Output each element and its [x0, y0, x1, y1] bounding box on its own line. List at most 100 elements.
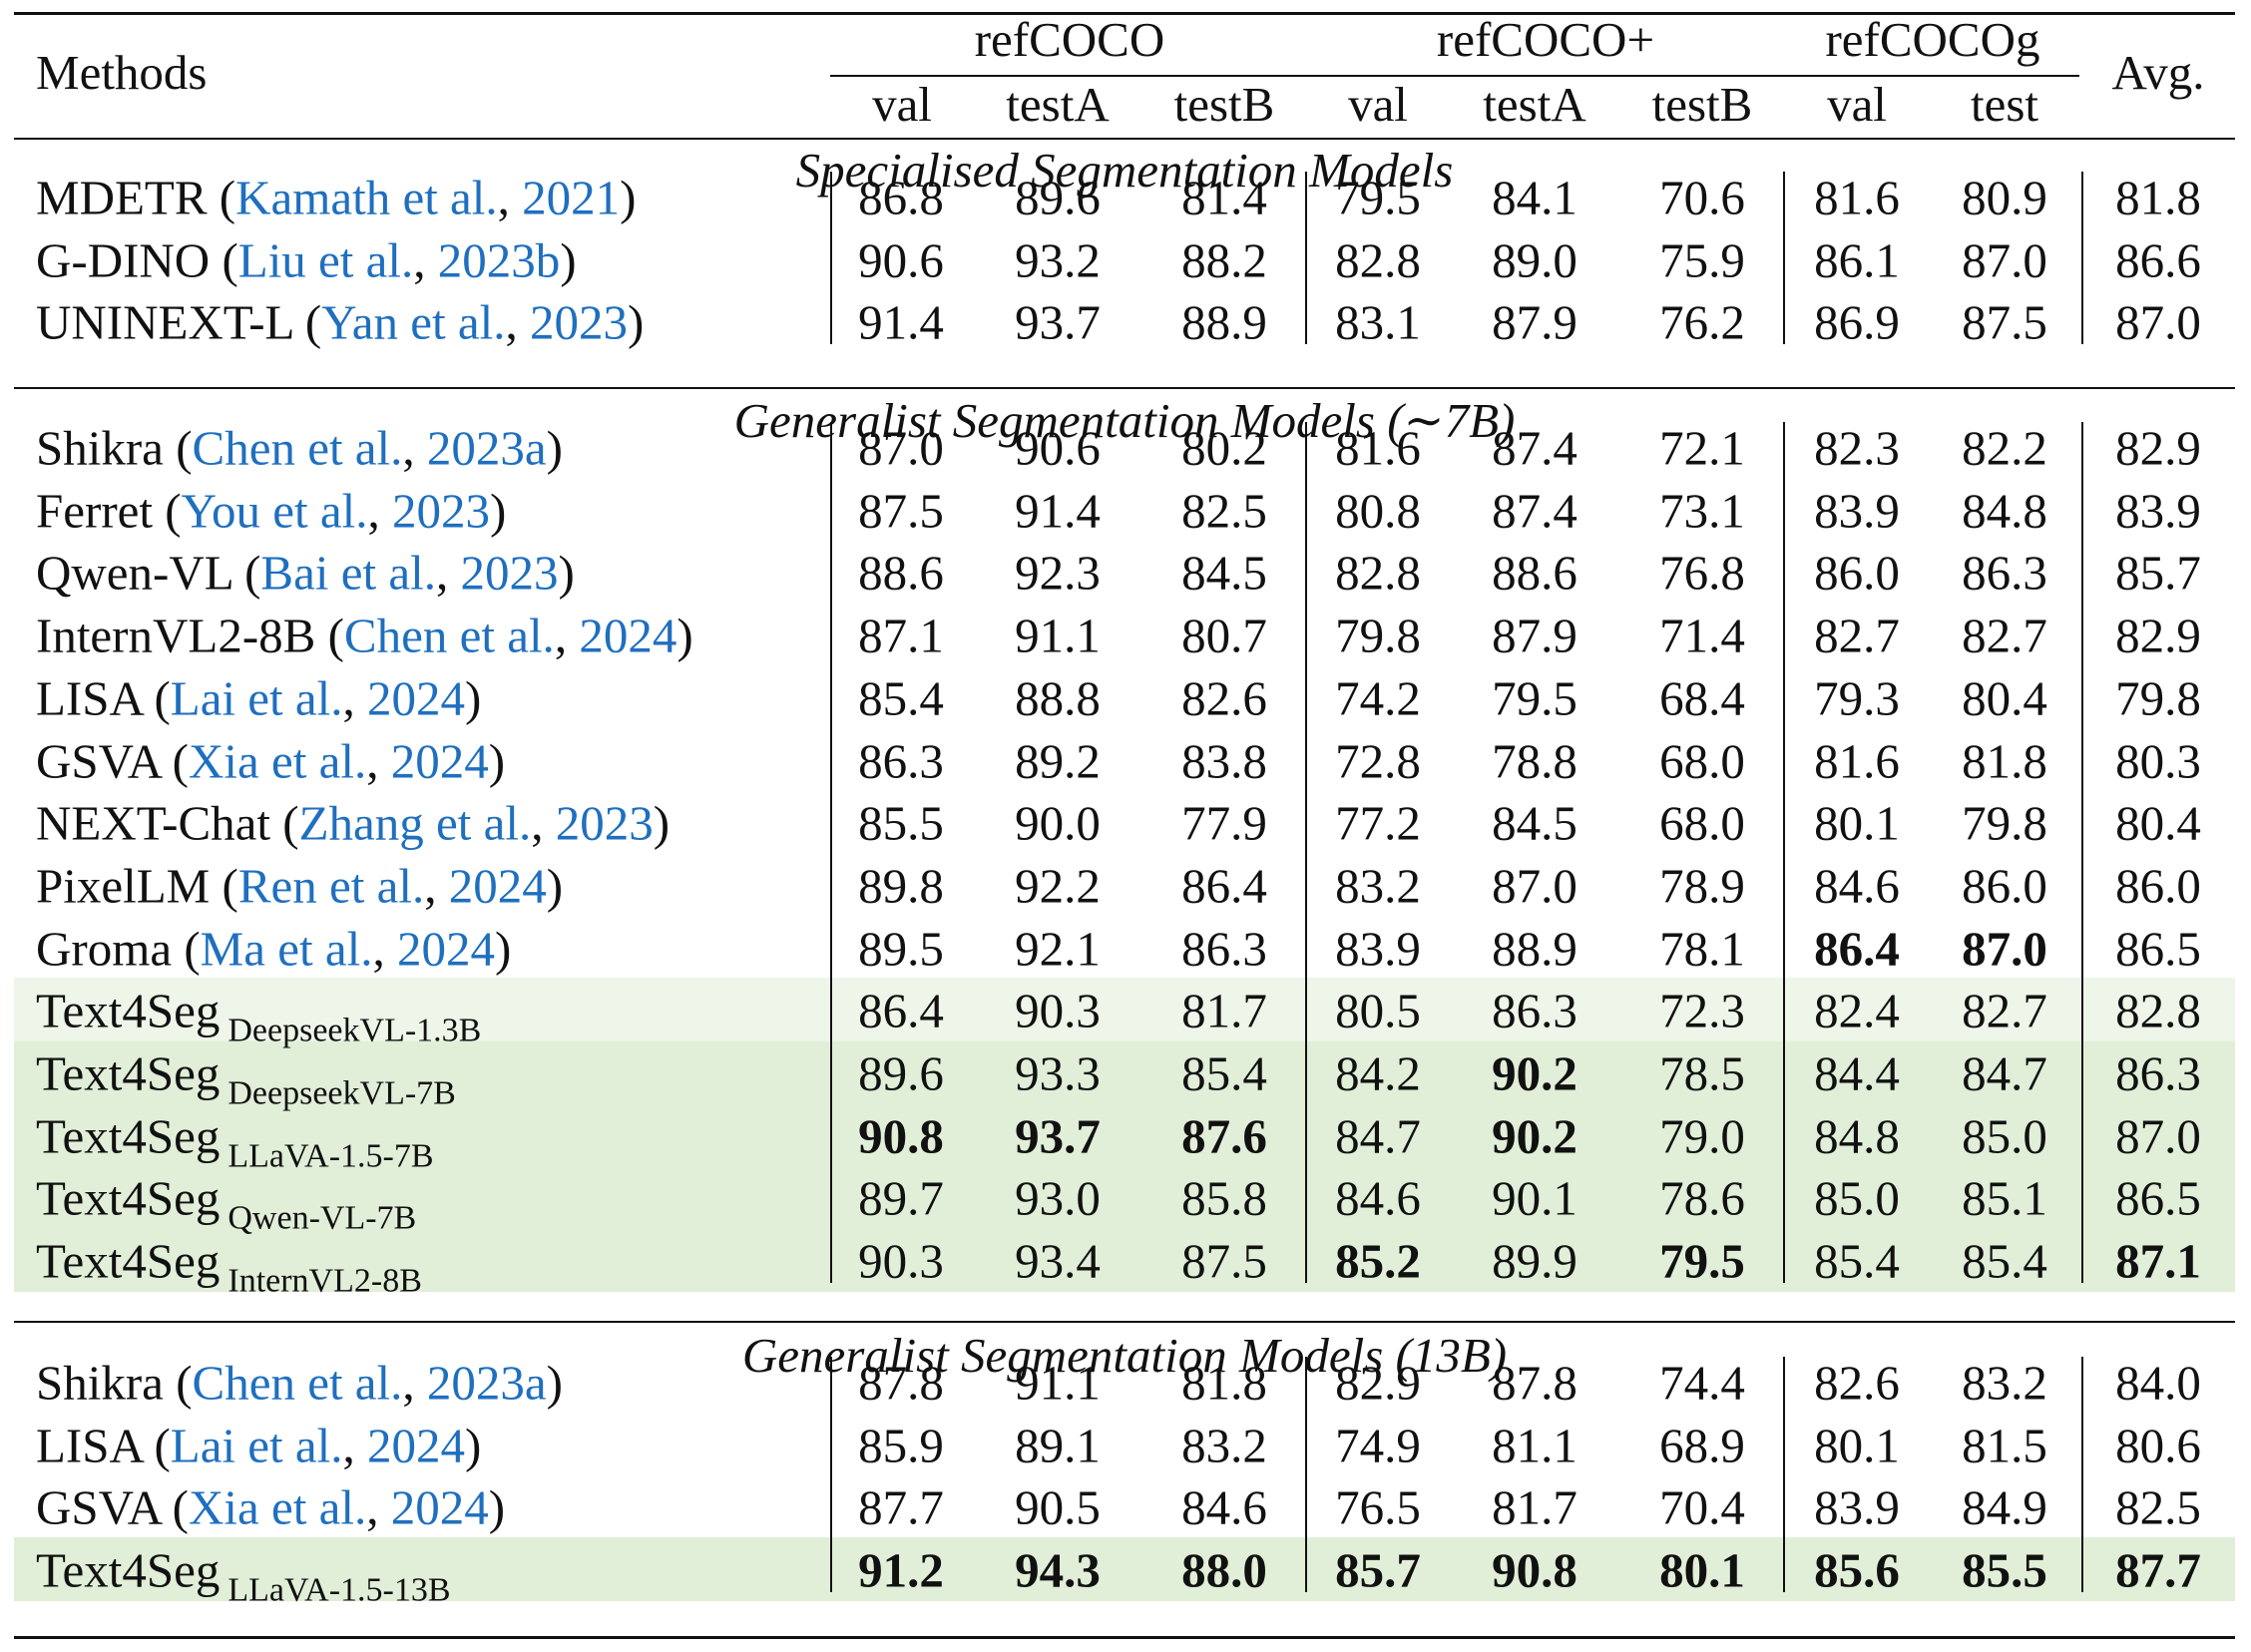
citation-authors-link[interactable]: Liu et al.: [237, 232, 414, 288]
score-refcoco-plus-testb: 79.0: [1659, 1108, 1745, 1164]
citation-year-link[interactable]: 2024: [448, 858, 547, 914]
score-avg: 86.6: [2115, 232, 2201, 288]
subheader-refcoco-plus-val: val: [1348, 77, 1408, 132]
citation-year-link[interactable]: 2023a: [426, 420, 547, 476]
score-refcoco-plus-testa: 81.1: [1492, 1418, 1577, 1473]
method-name: Qwen-VL (Bai et al., 2023): [36, 545, 575, 601]
citation-authors-link[interactable]: Chen et al.: [343, 608, 555, 663]
score-avg: 85.7: [2115, 545, 2201, 601]
model-variant-subscript: DeepseekVL-1.3B: [227, 1012, 482, 1049]
score-refcoco-val: 90.3: [858, 1233, 944, 1289]
method-label: Text4Seg: [36, 1108, 221, 1164]
score-refcoco-plus-val: 83.9: [1335, 921, 1421, 977]
score-avg: 86.5: [2115, 921, 2201, 977]
score-refcocog-test: 87.0: [1962, 921, 2047, 977]
score-refcoco-plus-testb: 80.1: [1659, 1542, 1745, 1598]
citation-authors-link[interactable]: Lai et al.: [170, 1418, 343, 1473]
score-refcoco-plus-val: 80.8: [1335, 483, 1421, 539]
score-refcoco-testa: 89.6: [1015, 170, 1101, 225]
score-refcoco-plus-val: 83.2: [1335, 858, 1421, 914]
score-refcocog-test: 86.0: [1962, 858, 2047, 914]
score-refcocog-test: 80.4: [1962, 670, 2047, 726]
citation-year-link[interactable]: 2023: [555, 795, 654, 851]
citation-year-link[interactable]: 2023: [529, 294, 628, 350]
score-refcoco-plus-val: 79.8: [1335, 608, 1421, 663]
citation-year-link[interactable]: 2023: [460, 545, 559, 601]
score-refcoco-testa: 91.1: [1015, 1355, 1101, 1411]
citation-authors-link[interactable]: Yan et al.: [321, 294, 506, 350]
score-refcoco-val: 87.7: [858, 1479, 944, 1535]
section-title: Specialised Segmentation Models: [795, 143, 1454, 198]
score-refcocog-test: 82.2: [1962, 420, 2047, 476]
score-refcoco-testa: 91.1: [1015, 608, 1101, 663]
citation-authors-link[interactable]: Xia et al.: [188, 1479, 367, 1535]
score-refcoco-testb: 82.5: [1181, 483, 1267, 539]
score-refcoco-val: 85.5: [858, 795, 944, 851]
score-refcoco-val: 86.3: [858, 733, 944, 788]
method-label: Shikra: [36, 1355, 164, 1411]
model-variant-subscript: DeepseekVL-7B: [227, 1074, 456, 1112]
citation-year-link[interactable]: 2024: [390, 733, 489, 788]
citation-authors-link[interactable]: You et al.: [181, 483, 368, 539]
score-refcoco-val: 87.5: [858, 483, 944, 539]
score-refcocog-val: 85.6: [1814, 1542, 1900, 1598]
score-refcoco-plus-testb: 68.9: [1659, 1418, 1745, 1473]
score-avg: 86.3: [2115, 1045, 2201, 1101]
citation-authors-link[interactable]: Chen et al.: [192, 420, 403, 476]
score-refcocog-test: 84.8: [1962, 483, 2047, 539]
citation-year-link[interactable]: 2024: [579, 608, 677, 663]
score-refcoco-val: 89.7: [858, 1170, 944, 1226]
score-refcoco-testa: 93.4: [1015, 1233, 1101, 1289]
section-rule: [14, 387, 2235, 389]
score-refcocog-val: 80.1: [1814, 1418, 1900, 1473]
citation-year-link[interactable]: 2024: [390, 1479, 489, 1535]
score-refcocog-val: 85.0: [1814, 1170, 1900, 1226]
citation-authors-link[interactable]: Zhang et al.: [298, 795, 532, 851]
header-bottom-rule: [14, 138, 2235, 140]
citation-authors-link[interactable]: Ma et al.: [200, 921, 373, 977]
score-refcocog-test: 82.7: [1962, 983, 2047, 1038]
column-separator: [1305, 172, 1307, 345]
score-refcoco-plus-val: 77.2: [1335, 795, 1421, 851]
citation-authors-link[interactable]: Xia et al.: [188, 733, 367, 788]
score-refcocog-test: 87.0: [1962, 232, 2047, 288]
score-refcoco-plus-val: 82.9: [1335, 1355, 1421, 1411]
method-label: PixelLM: [36, 858, 211, 914]
method-name: NEXT-Chat (Zhang et al., 2023): [36, 795, 671, 851]
method-name: Text4Seg DeepseekVL-7B: [36, 1045, 456, 1111]
citation-year-link[interactable]: 2023: [392, 483, 491, 539]
score-refcoco-plus-testa: 78.8: [1492, 733, 1577, 788]
header-cmidrule: [830, 75, 2079, 77]
method-label: Text4Seg: [36, 1045, 221, 1101]
score-refcoco-testa: 93.7: [1015, 294, 1101, 350]
method-name: LISA (Lai et al., 2024): [36, 1418, 482, 1473]
method-name: Ferret (You et al., 2023): [36, 483, 507, 539]
citation-authors-link[interactable]: Bai et al.: [260, 545, 436, 601]
method-name: GSVA (Xia et al., 2024): [36, 1479, 506, 1535]
citation-year-link[interactable]: 2023b: [437, 232, 561, 288]
citation-authors-link[interactable]: Kamath et al.: [235, 170, 498, 225]
method-label: Text4Seg: [36, 1233, 221, 1289]
citation-authors-link[interactable]: Chen et al.: [192, 1355, 403, 1411]
score-refcoco-testb: 84.6: [1181, 1479, 1267, 1535]
method-label: Text4Seg: [36, 983, 221, 1038]
citation-authors-link[interactable]: Lai et al.: [170, 670, 343, 726]
score-refcoco-testa: 93.2: [1015, 232, 1101, 288]
citation-year-link[interactable]: 2024: [367, 1418, 466, 1473]
score-refcoco-plus-val: 79.5: [1335, 170, 1421, 225]
score-refcoco-plus-val: 83.1: [1335, 294, 1421, 350]
citation-authors-link[interactable]: Ren et al.: [237, 858, 425, 914]
score-refcocog-test: 87.5: [1962, 294, 2047, 350]
score-avg: 87.7: [2115, 1542, 2201, 1598]
citation-year-link[interactable]: 2024: [367, 670, 466, 726]
score-refcoco-plus-val: 84.7: [1335, 1108, 1421, 1164]
citation-year-link[interactable]: 2021: [522, 170, 621, 225]
score-refcoco-val: 85.9: [858, 1418, 944, 1473]
column-separator: [1305, 1357, 1307, 1593]
score-refcocog-val: 82.6: [1814, 1355, 1900, 1411]
method-label: LISA: [36, 670, 143, 726]
score-refcoco-plus-testb: 78.1: [1659, 921, 1745, 977]
highlight-band: [14, 1102, 2235, 1167]
citation-year-link[interactable]: 2024: [396, 921, 495, 977]
citation-year-link[interactable]: 2023a: [426, 1355, 547, 1411]
